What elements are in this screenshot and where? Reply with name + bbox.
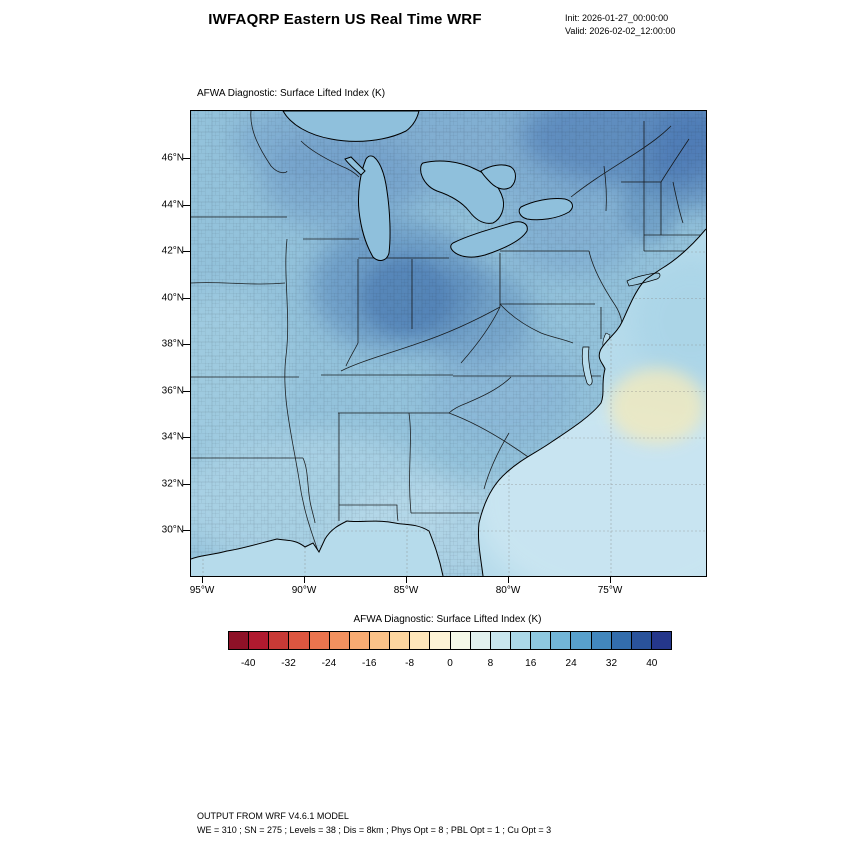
colorbar-cell (249, 632, 270, 649)
colorbar-cell (470, 632, 491, 649)
colorbar-tick-label: -8 (405, 658, 415, 669)
y-tick-mark (183, 344, 190, 345)
lake-superior (282, 111, 420, 142)
x-tick-mark (610, 576, 611, 583)
colorbar-cell (631, 632, 652, 649)
lake-michigan (358, 155, 391, 261)
colorbar-cell (229, 632, 250, 649)
colorbar-cell (531, 632, 552, 649)
colorbar-tick-label: 32 (605, 658, 618, 669)
colorbar-cell (551, 632, 572, 649)
x-tick-label: 90°W (291, 585, 317, 596)
lake-ontario (518, 198, 573, 221)
y-tick-mark (183, 158, 190, 159)
colorbar-tick-label: 16 (525, 658, 537, 669)
map-image (191, 111, 706, 576)
colorbar-cell (329, 632, 350, 649)
colorbar-title: AFWA Diagnostic: Surface Lifted Index (K… (353, 614, 542, 625)
x-tick-label: 95°W (189, 585, 215, 596)
colorbar-cell (390, 632, 411, 649)
page-title: IWFAQRP Eastern US Real Time WRF (208, 11, 482, 28)
x-tick-mark (304, 576, 305, 583)
y-tick-mark (183, 530, 190, 531)
model-version: OUTPUT FROM WRF V4.6.1 MODEL (197, 811, 349, 821)
y-tick-label: 46°N (161, 152, 184, 164)
colorbar-tick-label: -24 (321, 658, 337, 669)
colorbar-tick-label: 0 (447, 658, 453, 669)
y-tick-label: 30°N (161, 524, 184, 536)
y-tick-mark (183, 437, 190, 438)
state-boundaries (191, 111, 706, 552)
colorbar-cell (571, 632, 592, 649)
lake-huron (420, 160, 504, 224)
chesapeake-bay (581, 346, 593, 386)
x-tick-mark (202, 576, 203, 583)
colorbar-cell (410, 632, 431, 649)
colorbar-cell (349, 632, 370, 649)
plot-title: AFWA Diagnostic: Surface Lifted Index (K… (197, 88, 386, 99)
colorbar-cell (450, 632, 471, 649)
colorbar-ticks: -40 -32 -24 -16 -8 0 8 16 24 32 40 (228, 658, 672, 672)
x-tick-label: 85°W (393, 585, 419, 596)
colorbar-tick-label: 24 (565, 658, 577, 669)
long-island (626, 272, 661, 287)
init-time: Init: 2026-01-27_00:00:00 (565, 13, 669, 23)
georgian-bay (480, 164, 516, 190)
y-tick-label: 32°N (161, 478, 184, 489)
colorbar-tick-label: -40 (240, 658, 256, 669)
colorbar-tick-label: -16 (362, 658, 377, 669)
colorbar-cell (309, 632, 330, 649)
colorbar-cell (289, 632, 310, 649)
lake-erie (450, 221, 528, 258)
valid-time: Valid: 2026-02-02_12:00:00 (565, 26, 676, 37)
y-tick-label: 40°N (161, 292, 184, 303)
colorbar-cell (269, 632, 290, 649)
y-tick-mark (183, 204, 190, 206)
colorbar-tick-label: 40 (646, 658, 658, 669)
colorbar-cell (490, 632, 511, 649)
y-tick-mark (183, 390, 190, 392)
colorbar-cell (611, 632, 632, 649)
y-tick-mark (183, 251, 190, 252)
model-config: WE = 310 ; SN = 275 ; Levels = 38 ; Dis … (197, 824, 552, 835)
colorbar-swatches (228, 631, 672, 650)
y-tick-mark (183, 297, 190, 299)
x-tick-label: 80°W (495, 585, 521, 596)
x-tick-mark (508, 576, 509, 583)
colorbar-tick-label: 8 (487, 658, 494, 669)
coastline (191, 228, 706, 576)
colorbar-cell (510, 632, 532, 649)
x-tick-label: 75°W (597, 585, 623, 596)
y-tick-mark (183, 483, 190, 485)
colorbar-tick-label: -32 (281, 658, 296, 669)
map-plot (190, 110, 707, 577)
colorbar-cell (651, 632, 672, 649)
y-tick-label: 42°N (161, 245, 184, 257)
y-tick-label: 36°N (161, 385, 184, 396)
run-metadata: Init: 2026-01-27_00:00:00 Valid: 2026-02… (565, 12, 675, 38)
footer-notes: OUTPUT FROM WRF V4.6.1 MODEL WE = 310 ; … (197, 810, 551, 838)
y-tick-label: 44°N (161, 199, 184, 210)
colorbar-cell (591, 632, 612, 649)
green-bay (344, 156, 366, 176)
y-tick-label: 38°N (161, 338, 184, 350)
great-lakes (282, 111, 573, 261)
colorbar-cell (430, 632, 451, 649)
warm-anomaly-patch (609, 368, 705, 444)
x-tick-mark (406, 576, 407, 583)
y-tick-label: 34°N (161, 431, 184, 443)
colorbar-cell (369, 632, 391, 649)
